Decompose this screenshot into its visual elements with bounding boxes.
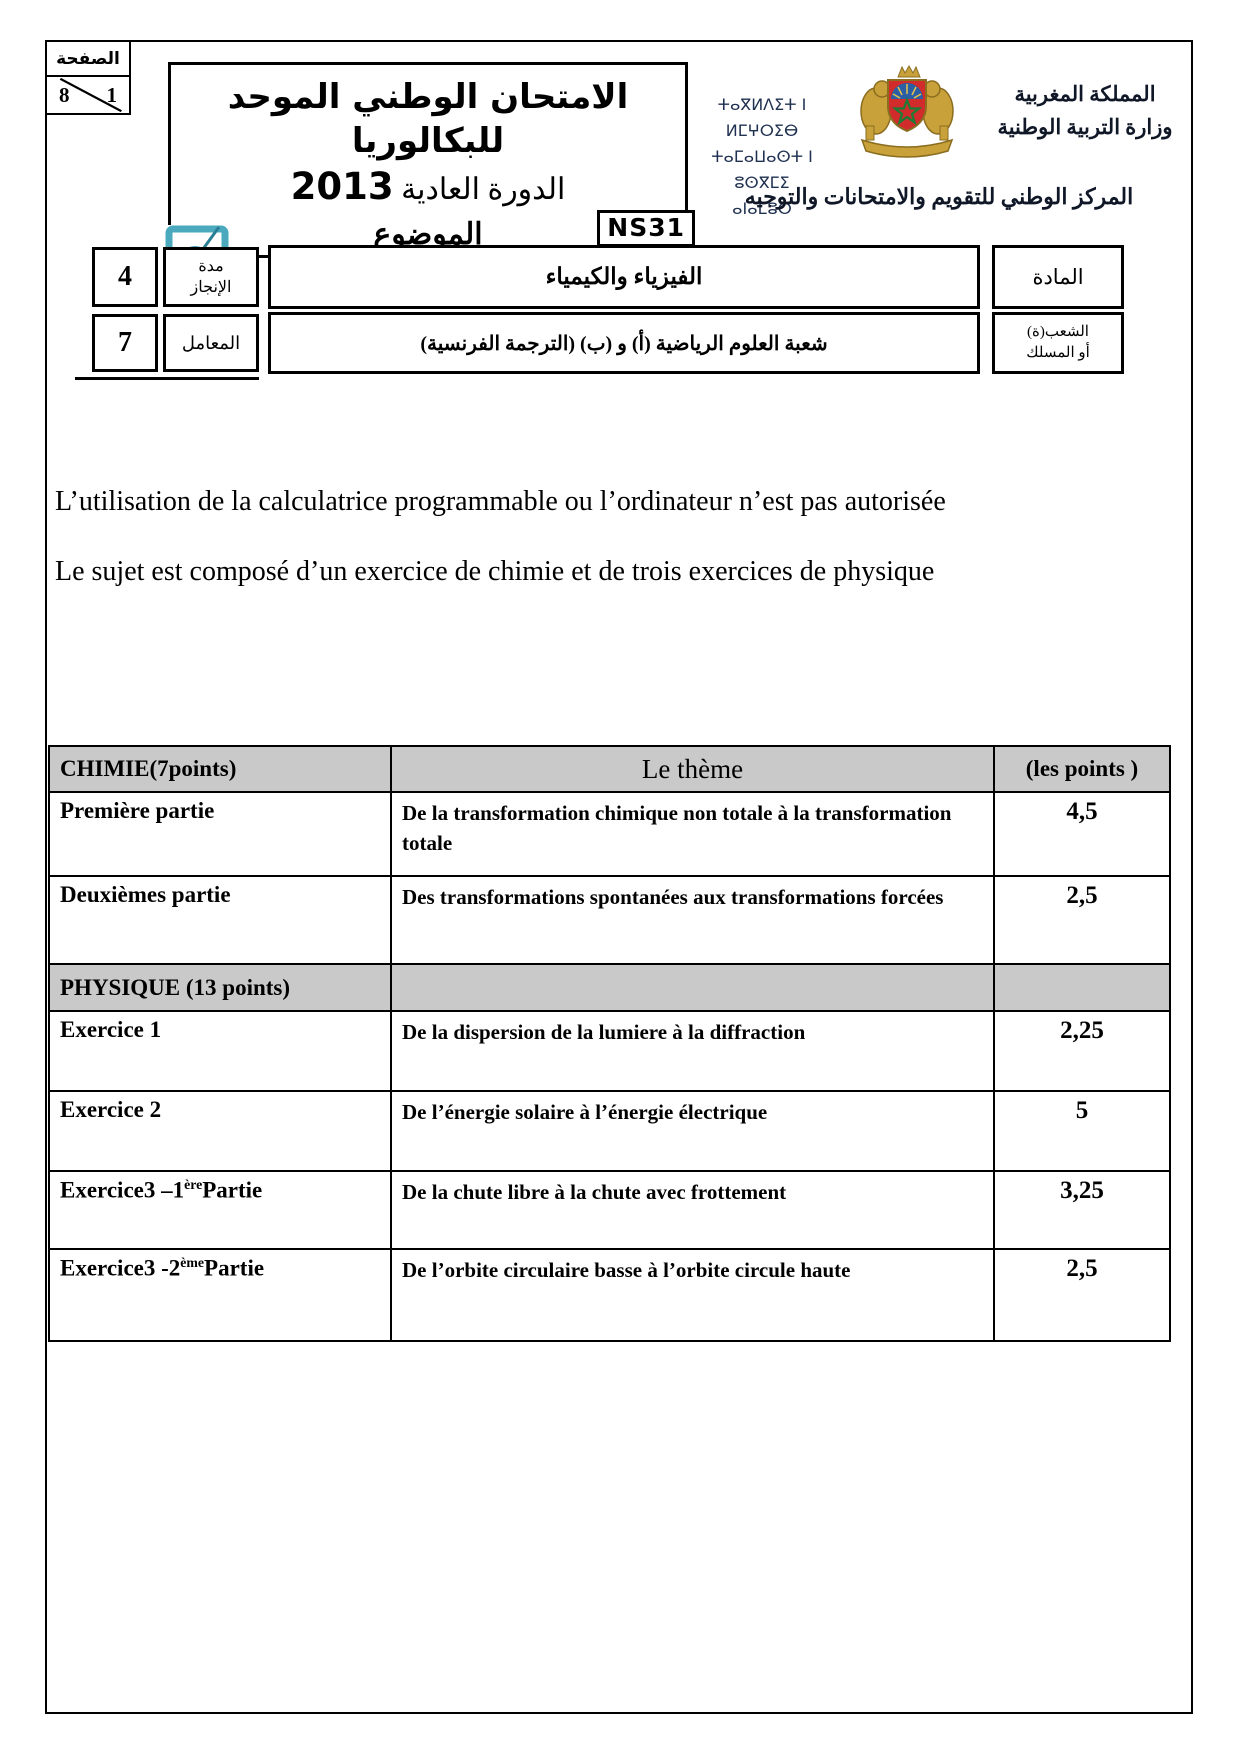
row-theme: De la dispersion de la lumiere à la diff… (390, 1010, 995, 1092)
row-label-post: Partie (202, 1177, 263, 1203)
notice-composition: Le sujet est composé d’un exercice de ch… (55, 556, 935, 587)
national-center-title: المركز الوطني للتقويم والامتحانات والتوج… (744, 184, 1134, 209)
row-theme: De l’orbite circulaire basse à l’orbite … (390, 1248, 995, 1342)
divider-line (75, 377, 259, 380)
row-points: 5 (993, 1090, 1171, 1172)
moroccan-coat-of-arms (832, 64, 982, 174)
row-label-post: Partie (204, 1255, 265, 1281)
row-label: Exercice3 -2èmePartie (48, 1248, 392, 1342)
chimie-header-cell: CHIMIE(7points) (48, 745, 392, 793)
tifinagh-line-2: ⵜⴰⵎⴰⵡⴰⵙⵜ ⵏ ⵓⵙⴳⵎⵉ (711, 147, 813, 192)
table-row: Exercice 1 De la dispersion de la lumier… (48, 1010, 1171, 1092)
row-label-pre: Exercice3 -2 (60, 1255, 181, 1281)
row-label-sup: ème (180, 1255, 205, 1270)
stream-value: شعبة العلوم الرياضية (أ) و (ب) (الترجمة … (268, 312, 980, 374)
exam-title: الامتحان الوطني الموحد للبكالوريا (227, 77, 629, 161)
row-theme: De la chute libre à la chute avec frotte… (390, 1170, 995, 1250)
session-year: 2013 (290, 165, 394, 208)
coefficient-value: 7 (92, 314, 158, 372)
page-fraction: 8 1 (45, 75, 131, 115)
diagonal-line (59, 77, 122, 113)
physique-section-row: PHYSIQUE (13 points) (48, 963, 1171, 1012)
table-row: Exercice3 -2èmePartie De l’orbite circul… (48, 1248, 1171, 1342)
subject-label: المادة (992, 245, 1124, 309)
row-label: Exercice 1 (48, 1010, 392, 1092)
session-prefix: الدورة العادية (401, 173, 566, 206)
row-label: Première partie (48, 791, 392, 877)
page-total: 8 (59, 82, 70, 107)
points-header-cell: (les points ) (993, 745, 1171, 793)
exam-code-badge: NS31 (597, 210, 695, 247)
row-theme: Des transformations spontanées aux trans… (390, 875, 995, 965)
subject-value: الفيزياء والكيمياء (268, 245, 980, 309)
theme-header-cell: Le thème (390, 745, 995, 793)
row-theme: De la transformation chimique non totale… (390, 791, 995, 877)
exam-header-box: الامتحان الوطني الموحد للبكالوريا الدورة… (165, 62, 695, 285)
contents-table: CHIMIE(7points) Le thème (les points ) P… (48, 745, 1171, 1342)
row-label-pre: Exercice3 –1 (60, 1177, 185, 1203)
table-row: Première partie De la transformation chi… (48, 791, 1171, 877)
empty-cell (993, 963, 1171, 1012)
coefficient-label: المعامل (163, 314, 259, 372)
physique-header-cell: PHYSIQUE (13 points) (48, 963, 392, 1012)
tifinagh-line-3: ⴰⵏⴰⵎⵓⵔ (732, 199, 792, 218)
row-points: 2,5 (993, 875, 1171, 965)
ministry-title: وزارة التربية الوطنية (997, 115, 1173, 139)
duration-value: 4 (92, 247, 158, 307)
row-points: 2,5 (993, 1248, 1171, 1342)
duration-label: مدة الإنجاز (163, 247, 259, 307)
notice-calculator: L’utilisation de la calculatrice program… (55, 486, 946, 517)
contents-table-wrapper: CHIMIE(7points) Le thème (les points ) P… (48, 745, 1171, 1342)
page-label: الصفحة (45, 40, 131, 77)
row-label-sup: ère (184, 1177, 203, 1192)
row-points: 4,5 (993, 791, 1171, 877)
table-row: Deuxièmes partie Des transformations spo… (48, 875, 1171, 965)
tifinagh-line-1: ⵜⴰⴳⵍⴷⵉⵜ ⵏ ⵍⵎⵖⵔⵉⴱ (717, 95, 807, 140)
session-line: الدورة العادية 2013 (171, 163, 685, 214)
row-label: Exercice 2 (48, 1090, 392, 1172)
row-points: 3,25 (993, 1170, 1171, 1250)
page-border-frame (45, 40, 1193, 1714)
contents-header-row: CHIMIE(7points) Le thème (les points ) (48, 745, 1171, 793)
table-row: Exercice3 –1èrePartie De la chute libre … (48, 1170, 1171, 1250)
kingdom-title: المملكة المغربية (1014, 82, 1156, 106)
page-current: 1 (106, 82, 118, 107)
table-row: Exercice 2 De l’énergie solaire à l’éner… (48, 1090, 1171, 1172)
empty-cell (390, 963, 995, 1012)
row-points: 2,25 (993, 1010, 1171, 1092)
row-label: Exercice3 –1èrePartie (48, 1170, 392, 1250)
official-titles: المملكة المغربية وزارة التربية الوطنية (980, 78, 1190, 144)
row-label: Deuxièmes partie (48, 875, 392, 965)
tifinagh-titles: ⵜⴰⴳⵍⴷⵉⵜ ⵏ ⵍⵎⵖⵔⵉⴱ ⵜⴰⵎⴰⵡⴰⵙⵜ ⵏ ⵓⵙⴳⵎⵉ ⴰⵏⴰⵎⵓⵔ (688, 92, 836, 222)
stream-label: الشعب(ة) أو المسلك (992, 312, 1124, 374)
row-theme: De l’énergie solaire à l’énergie électri… (390, 1090, 995, 1172)
page-number-box: الصفحة 8 1 (45, 40, 131, 115)
